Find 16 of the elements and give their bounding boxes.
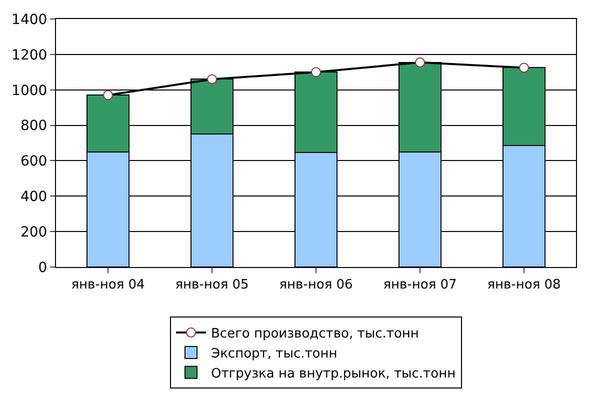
y-tick-label: 200 bbox=[20, 224, 48, 240]
y-tick-label: 600 bbox=[20, 154, 48, 170]
x-tick-label: янв-ноя 05 bbox=[175, 278, 249, 293]
legend-label: Всего производство, тыс.тонн bbox=[211, 326, 419, 342]
y-tick-label: 1200 bbox=[12, 47, 48, 64]
y-tick-label: 800 bbox=[20, 118, 48, 134]
y-tick-label: 1400 bbox=[12, 12, 48, 28]
y-tick-label: 0 bbox=[38, 260, 48, 276]
legend-label: Экспорт, тыс.тонн bbox=[211, 346, 338, 362]
x-tick-label: янв-ноя 04 bbox=[71, 278, 145, 293]
x-tick-label: янв-ноя 06 bbox=[279, 278, 353, 293]
y-tick-label: 400 bbox=[20, 189, 48, 206]
x-tick-label: янв-ноя 07 bbox=[383, 278, 457, 293]
y-tick-label: 1000 bbox=[12, 82, 48, 99]
legend-label: Отгрузка на внутр.рынок, тыс.тонн bbox=[211, 366, 456, 382]
x-tick-label: янв-ноя 08 bbox=[487, 278, 561, 293]
